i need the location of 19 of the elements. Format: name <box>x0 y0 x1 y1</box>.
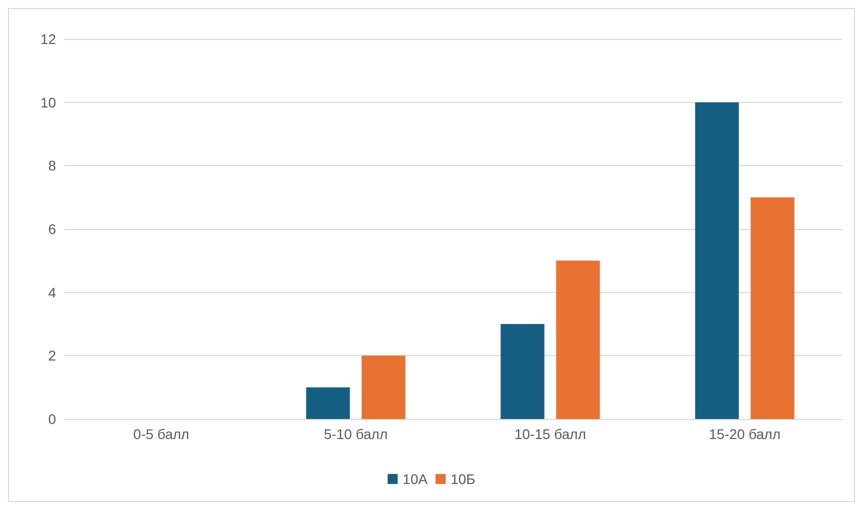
bar <box>306 387 350 419</box>
bar <box>362 356 406 419</box>
y-tick-label: 6 <box>48 221 56 237</box>
y-tick-label: 2 <box>48 348 56 364</box>
bar <box>695 102 739 419</box>
y-tick-label: 8 <box>48 158 56 174</box>
x-tick-label: 15-20 балл <box>708 426 781 442</box>
y-tick-label: 10 <box>40 94 56 110</box>
bar <box>750 197 794 419</box>
legend-label: 10А <box>402 471 428 487</box>
y-tick-label: 12 <box>40 31 56 47</box>
y-tick-label: 0 <box>48 411 56 427</box>
x-tick-label: 5-10 балл <box>324 426 388 442</box>
legend-label: 10Б <box>450 471 476 487</box>
bar <box>556 260 600 419</box>
bar <box>500 324 544 419</box>
x-tick-label: 10-15 балл <box>514 426 586 442</box>
y-tick-label: 4 <box>48 284 56 300</box>
x-tick-label: 0-5 балл <box>133 426 190 442</box>
